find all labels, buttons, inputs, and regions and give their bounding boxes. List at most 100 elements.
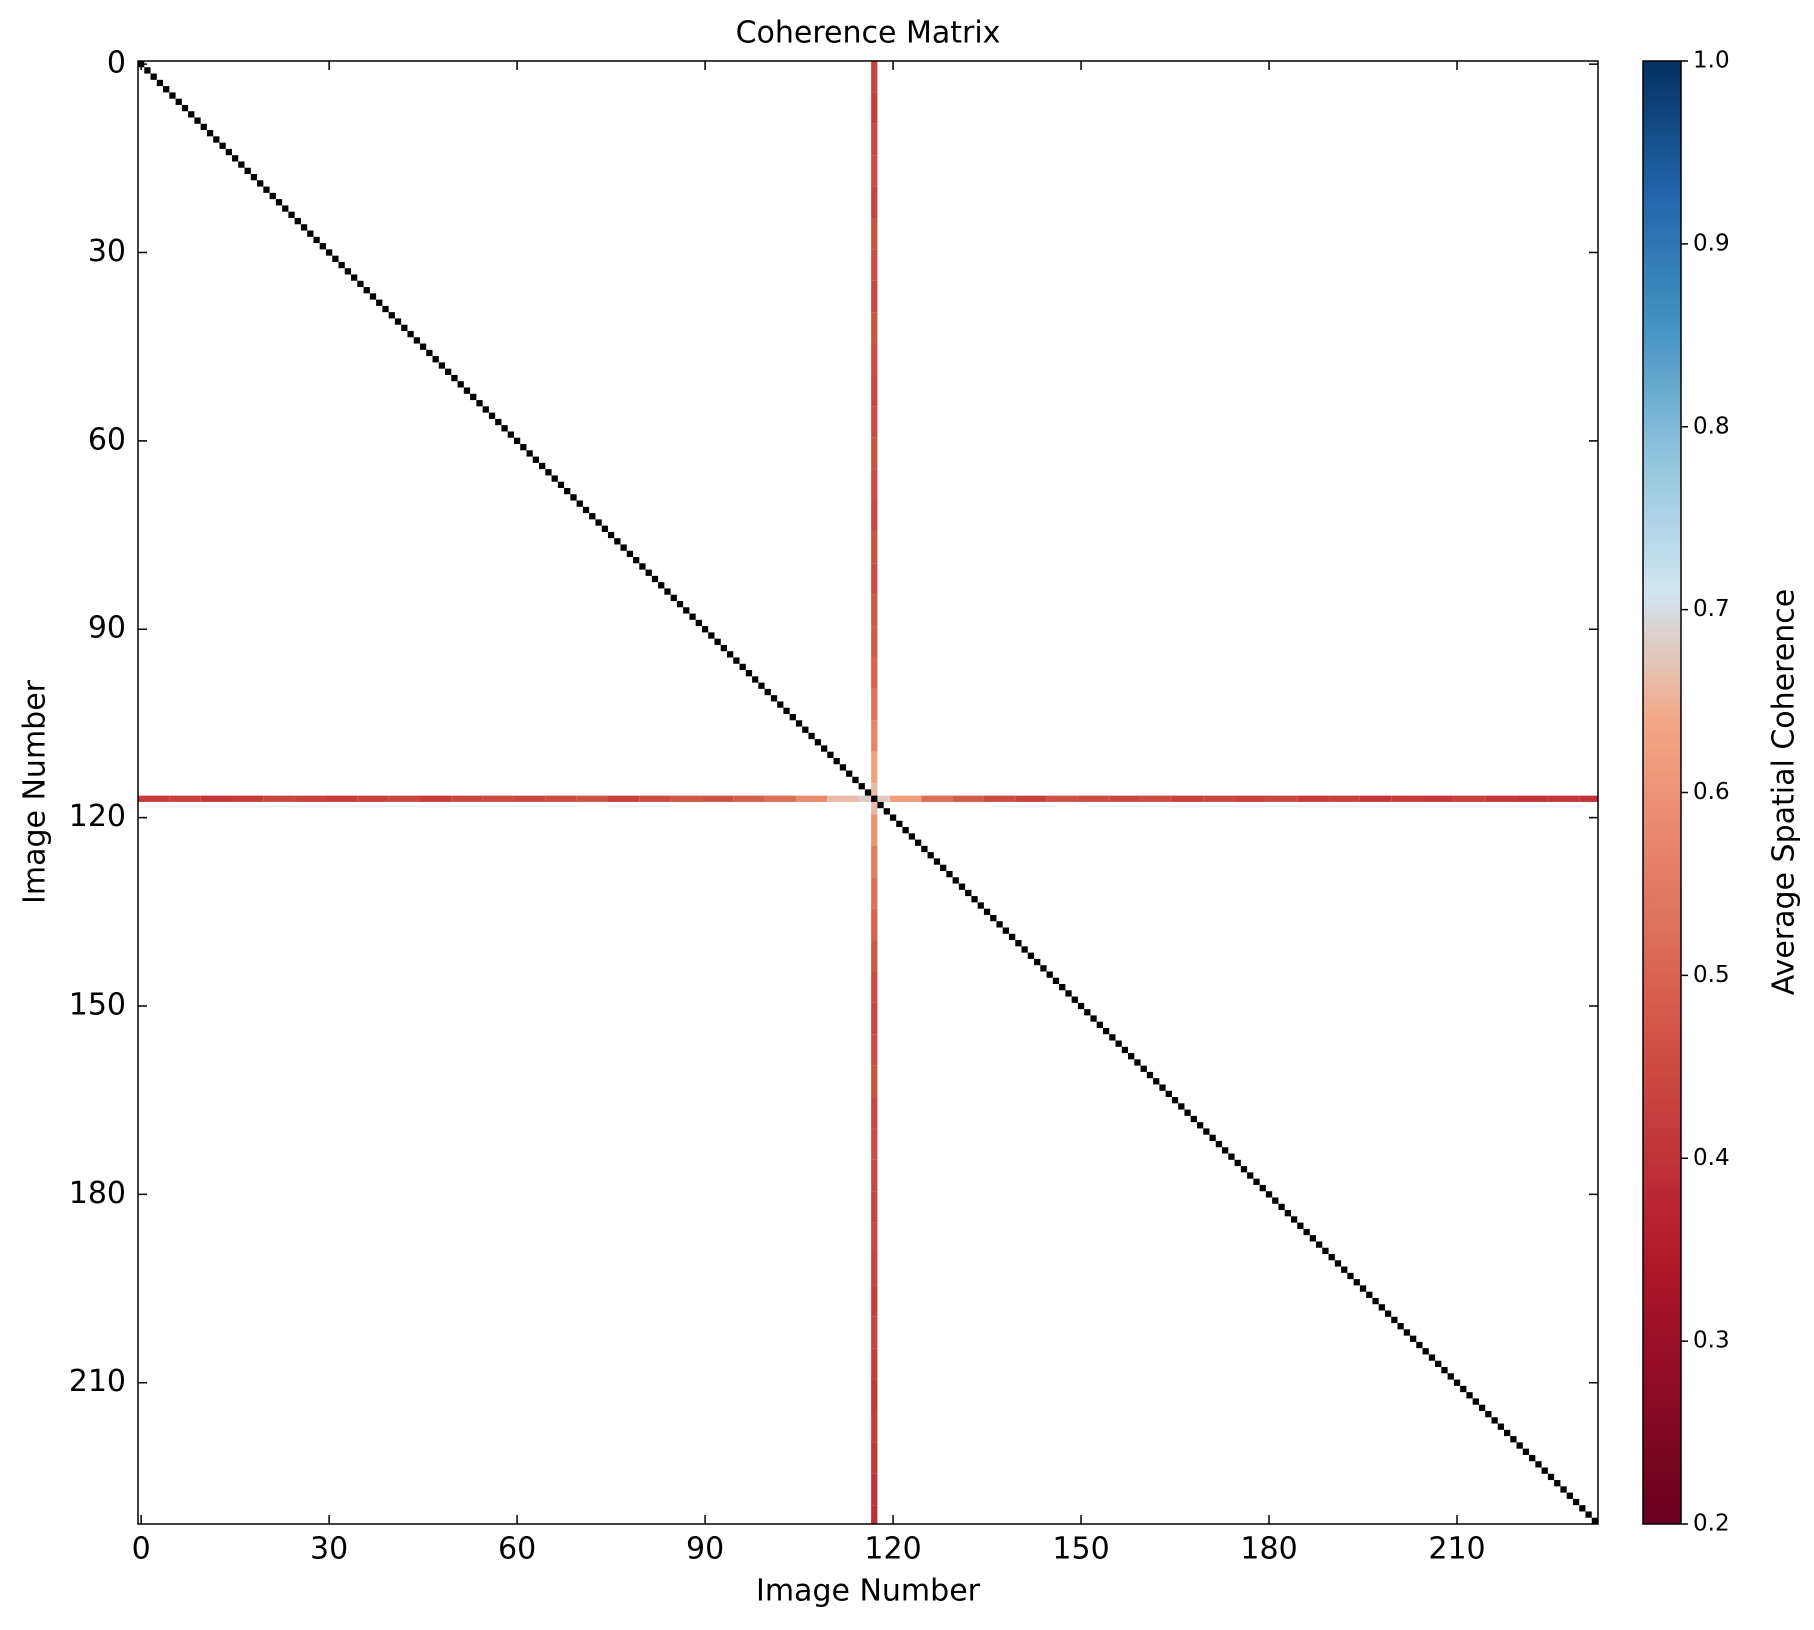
diagonal-cell xyxy=(1547,1473,1555,1481)
x-tick-label: 90 xyxy=(686,1532,724,1567)
diagonal-cell xyxy=(482,406,489,413)
diagonal-cell xyxy=(1190,1115,1197,1123)
diagonal-cell xyxy=(1566,1492,1573,1499)
diagonal-cell xyxy=(927,852,934,859)
diagonal-cell xyxy=(413,337,420,344)
diagonal-cell xyxy=(1215,1140,1223,1148)
diagonal-cell xyxy=(1435,1360,1442,1368)
diagonal-cell xyxy=(1096,1021,1103,1028)
row-cell xyxy=(1297,795,1329,802)
diagonal-cell xyxy=(1510,1436,1517,1443)
diagonal-cell xyxy=(445,368,452,375)
diagonal-cell xyxy=(1397,1323,1404,1330)
diagonal-cell xyxy=(576,500,583,507)
row-cell xyxy=(576,795,608,802)
diagonal-cell xyxy=(689,613,696,620)
column-cell xyxy=(871,971,878,1003)
diagonal-cell xyxy=(1253,1178,1260,1185)
diagonal-cell xyxy=(940,864,947,871)
diagonal-cell xyxy=(1290,1216,1298,1223)
column-cell xyxy=(871,1254,878,1286)
diagonal-cell xyxy=(651,575,659,583)
diagonal-cell xyxy=(1359,1285,1367,1292)
diagonal-cell xyxy=(1015,940,1022,947)
row-cell xyxy=(200,795,232,802)
diagonal-cell xyxy=(1453,1379,1461,1386)
diagonal-cell xyxy=(1447,1373,1454,1380)
diagonal-cell xyxy=(639,563,646,570)
diagonal-cell xyxy=(582,506,590,514)
row-cell xyxy=(1328,795,1360,802)
row-cell xyxy=(513,795,546,802)
diagonal-cell xyxy=(1178,1103,1185,1110)
diagonal-cell xyxy=(351,274,358,281)
diagonal-cell xyxy=(169,92,176,99)
diagonal-cell xyxy=(344,268,352,275)
colorbar-tick-label: 0.7 xyxy=(1693,596,1730,622)
colorbar: 0.2 0.3 0.4 0.5 0.6 0.7 0.8 0.9 1.0 xyxy=(1642,48,1730,1537)
diagonal-cell xyxy=(777,701,784,708)
diagonal-cell xyxy=(300,224,308,231)
diagonal-cell xyxy=(513,437,521,445)
diagonal-cell xyxy=(983,908,991,915)
diagonal-cell xyxy=(1240,1166,1248,1173)
column-cell xyxy=(871,877,878,909)
diagonal-cell xyxy=(1341,1266,1348,1273)
diagonal-cell xyxy=(1391,1316,1398,1324)
diagonal-cell xyxy=(1572,1498,1580,1506)
diagonal-cell xyxy=(727,651,734,658)
colorbar-tick-label: 0.5 xyxy=(1693,962,1730,988)
diagonal-cell xyxy=(181,104,189,112)
x-tick-label: 0 xyxy=(132,1532,151,1567)
column-cell xyxy=(871,845,878,878)
x-axis-label: Image Number xyxy=(756,1574,981,1609)
column-cell xyxy=(871,563,878,595)
diagonal-cell xyxy=(282,205,289,212)
row-cell xyxy=(952,795,984,802)
diagonal-cell xyxy=(1347,1272,1354,1280)
diagonal-cell xyxy=(1372,1297,1379,1305)
column-cell xyxy=(871,657,878,689)
x-tick-label: 30 xyxy=(310,1532,348,1567)
diagonal-cell xyxy=(977,902,984,909)
diagonal-cell xyxy=(1529,1454,1536,1462)
diagonal-cell xyxy=(1504,1429,1511,1437)
diagonal-cell xyxy=(1472,1398,1479,1405)
diagonal-cell xyxy=(225,148,232,156)
diagonal-cell xyxy=(1153,1078,1160,1085)
diagonal-cell xyxy=(419,343,427,350)
column-cell xyxy=(871,1002,878,1035)
diagonal-cell xyxy=(670,594,677,601)
column-cell xyxy=(871,1191,878,1223)
diagonal-cell xyxy=(357,280,364,288)
diagonal-cell xyxy=(150,73,157,80)
diagonal-cell xyxy=(1441,1367,1448,1374)
diagonal-cell xyxy=(633,557,640,564)
diagonal-cell xyxy=(401,324,408,331)
diagonal-cell xyxy=(1316,1241,1323,1248)
diagonal-cell xyxy=(213,136,220,143)
diagonal-cell xyxy=(564,487,571,495)
diagonal-cell xyxy=(1403,1329,1411,1336)
diagonal-cell xyxy=(896,820,903,828)
diagonal-cell xyxy=(1247,1172,1254,1179)
diagonal-cell xyxy=(858,783,865,790)
y-tick-label: 150 xyxy=(69,987,126,1022)
diagonal-cell xyxy=(288,211,295,218)
diagonal-cell xyxy=(307,230,314,237)
colorbar-tick-label: 0.3 xyxy=(1693,1328,1730,1354)
row-cell xyxy=(921,795,953,802)
diagonal-cell xyxy=(1109,1034,1116,1041)
diagonal-cell xyxy=(495,418,502,426)
y-tick-label: 210 xyxy=(69,1364,126,1399)
diagonal-cell xyxy=(338,261,345,269)
diagonal-cell xyxy=(846,770,853,777)
diagonal-cell xyxy=(1059,984,1066,991)
diagonal-cell xyxy=(1466,1392,1473,1399)
diagonal-cell xyxy=(745,670,753,677)
diagonal-cell xyxy=(1102,1027,1110,1035)
column-cell xyxy=(871,312,878,344)
diagonal-cell xyxy=(1021,946,1028,953)
diagonal-cell xyxy=(501,425,508,432)
column-cell xyxy=(871,1348,878,1380)
